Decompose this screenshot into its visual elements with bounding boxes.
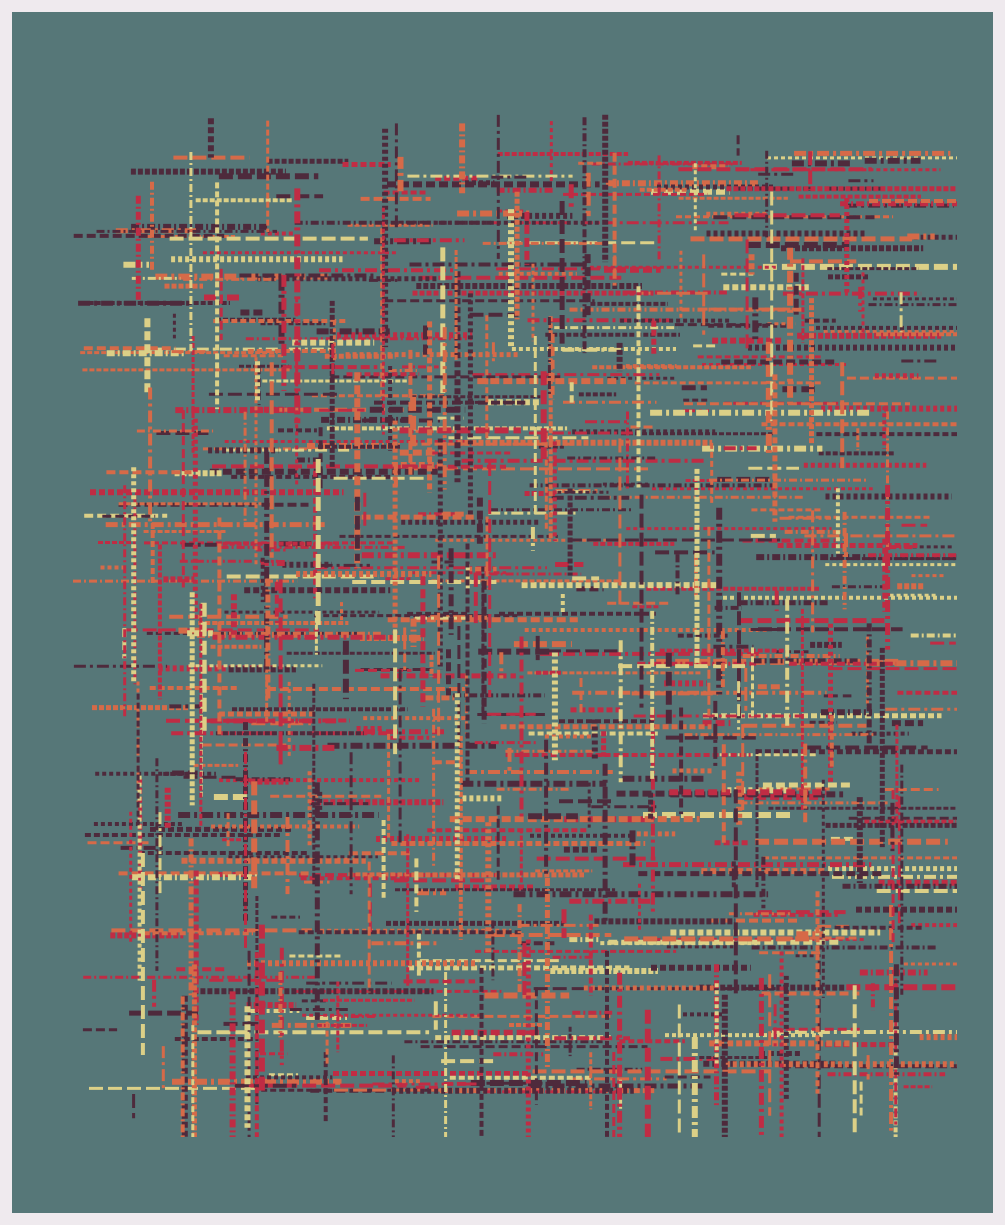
artwork-canvas bbox=[12, 12, 993, 1213]
artwork-svg bbox=[12, 12, 993, 1213]
stroke-layer bbox=[73, 114, 957, 1137]
